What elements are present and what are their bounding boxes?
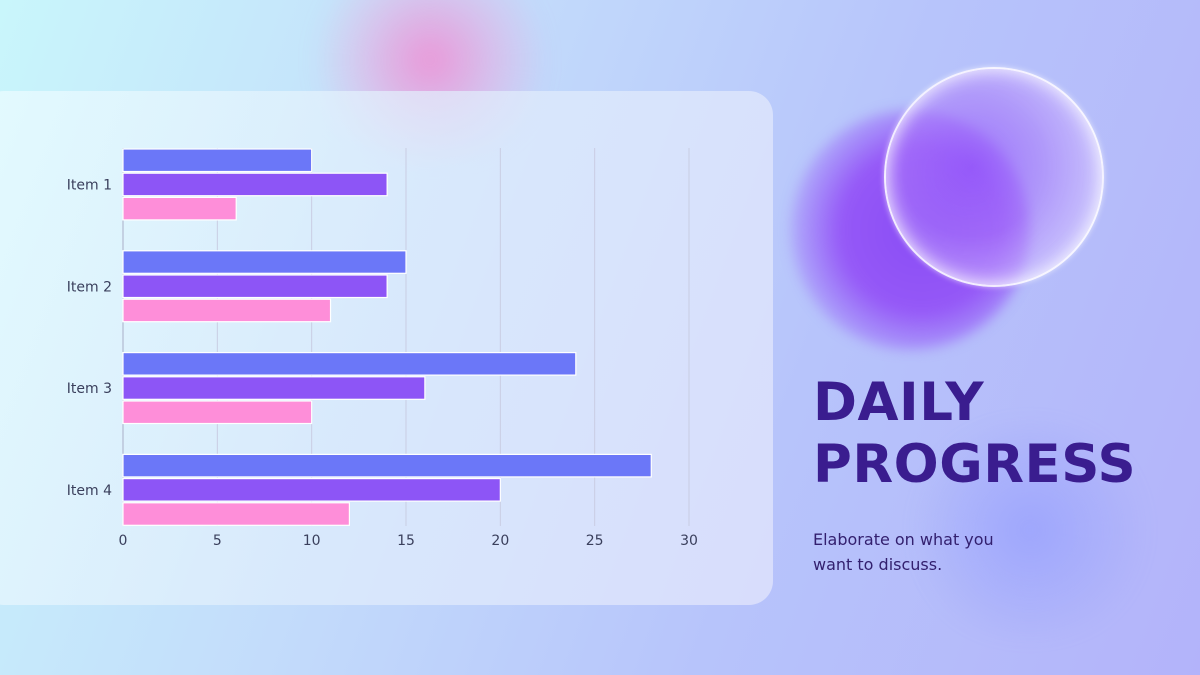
y-category-label: Item 1 <box>67 177 112 193</box>
bar <box>122 196 237 221</box>
title-line-2: PROGRESS <box>813 434 1137 495</box>
bar <box>122 376 426 400</box>
x-tick-label: 15 <box>397 533 415 549</box>
subtitle-line-1: Elaborate on what you <box>813 530 994 549</box>
bar <box>122 172 388 197</box>
bar <box>122 352 577 376</box>
y-category-label: Item 2 <box>67 279 112 295</box>
glass-sphere-decoration <box>884 67 1104 287</box>
slide-subtitle: Elaborate on what you want to discuss. <box>813 527 1043 577</box>
bar <box>122 400 313 425</box>
blue-glow-decoration <box>900 420 1160 640</box>
bar <box>122 298 332 323</box>
y-category-label: Item 3 <box>67 381 112 397</box>
x-tick-label: 10 <box>303 533 321 549</box>
bar <box>122 453 652 478</box>
bar <box>122 478 501 502</box>
x-tick-label: 20 <box>491 533 509 549</box>
bar <box>122 250 407 274</box>
bar <box>122 148 313 173</box>
bar <box>122 502 350 526</box>
x-tick-label: 0 <box>119 533 128 549</box>
title-line-1: DAILY <box>813 372 985 433</box>
x-tick-label: 5 <box>213 533 222 549</box>
slide-title: DAILY PROGRESS <box>813 372 1136 496</box>
x-tick-label: 30 <box>680 533 698 549</box>
subtitle-line-2: want to discuss. <box>813 555 943 574</box>
bar <box>122 274 388 299</box>
x-tick-label: 25 <box>586 533 604 549</box>
y-category-label: Item 4 <box>67 483 112 499</box>
